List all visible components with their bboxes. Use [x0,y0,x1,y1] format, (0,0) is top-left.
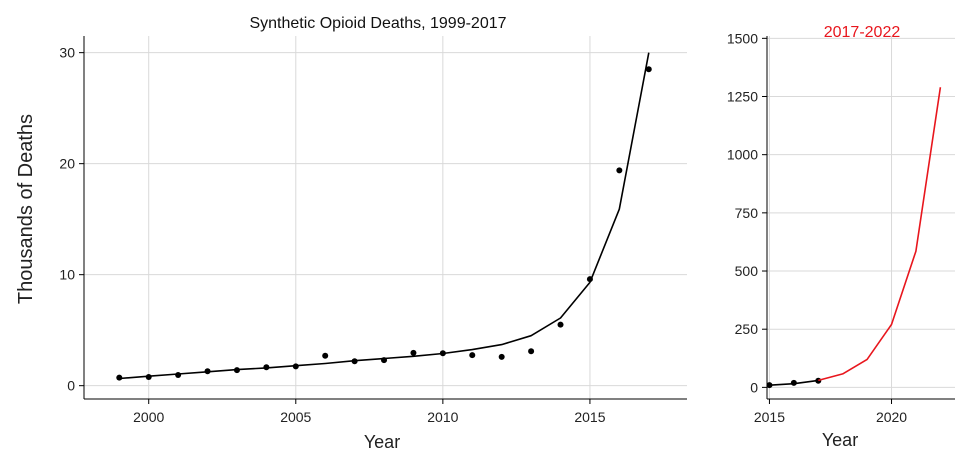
data-point-2013 [528,348,535,355]
axes [79,36,687,404]
panel-1999-2017: 0 10 20 30 2000 2005 2010 2015 Synthetic Opioid… [15,15,687,452]
data-point-2006 [322,352,329,359]
x-tick-label-2010: 2010 [427,409,458,425]
x-axis-label: Year [364,432,400,452]
x-tick-label-2015: 2015 [754,409,785,425]
y-tick-label-0: 0 [67,378,75,394]
y-tick-label-250: 250 [735,321,759,337]
data-point-2017 [645,66,652,73]
x-tick-label-2005: 2005 [280,409,311,425]
panel-2017-2022: 0 250 500 750 1000 1250 1500 2015 2020 2017-2022… [727,24,955,450]
chart-title: Synthetic Opioid Deaths, 1999-2017 [249,15,506,32]
data-marks [116,52,652,381]
y-tick-label-10: 10 [59,267,75,283]
gridlines [84,36,687,399]
y-axis-label: Thousands of Deaths [15,114,37,304]
y-tick-label-0: 0 [750,379,758,395]
data-marks [766,87,942,389]
y-tick-label-1000: 1000 [727,147,758,163]
tick-labels: 0 10 20 30 2000 2005 2010 2015 [59,45,605,425]
data-point-2012 [498,353,505,360]
tick-labels: 0 250 500 750 1000 1250 1500 2015 2020 [727,30,907,425]
y-tick-label-20: 20 [59,156,75,172]
data-point-2011 [469,352,476,359]
series-line-1 [119,52,650,380]
series-line-1 [769,379,819,386]
x-tick-label-2020: 2020 [876,409,907,425]
gridlines [767,36,955,399]
x-tick-label-2015: 2015 [574,409,605,425]
y-tick-label-750: 750 [735,205,759,221]
x-axis-label: Year [822,430,858,450]
y-tick-label-30: 30 [59,45,75,61]
y-tick-label-1250: 1250 [727,89,758,105]
x-tick-label-2000: 2000 [133,409,164,425]
data-point-2001 [175,372,182,379]
series-line-2 [818,87,942,382]
data-point-2009 [410,349,417,356]
chart-title: 2017-2022 [824,24,901,41]
y-tick-label-500: 500 [735,263,759,279]
y-tick-label-1500: 1500 [727,30,758,46]
axes [762,36,955,404]
data-point-2016 [616,167,623,174]
data-point-2014 [557,321,564,328]
